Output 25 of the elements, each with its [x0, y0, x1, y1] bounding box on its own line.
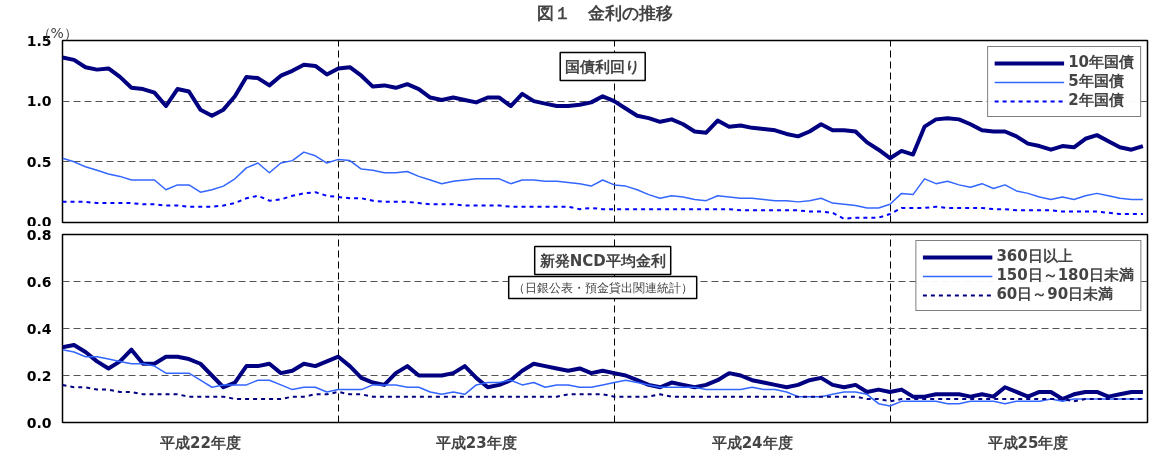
y-tick-label: 0.6 — [26, 273, 52, 290]
x-tick-label: 平成22年度 — [158, 433, 241, 452]
legend-label: 10年国債 — [1068, 53, 1134, 72]
y-tick-label: 0.5 — [26, 153, 52, 170]
line-series — [62, 342, 1145, 401]
y-tick-label: 0.4 — [26, 320, 52, 337]
legend-label: 2年国債 — [1068, 91, 1124, 110]
legend-label: 360日以上 — [996, 247, 1073, 266]
legend-label: 150日～180日未満 — [996, 266, 1134, 285]
legend-label: 60日～90日未満 — [996, 285, 1114, 304]
line-series — [62, 151, 1144, 209]
y-tick-label: 1.0 — [26, 93, 52, 110]
line-series — [62, 191, 1144, 220]
x-tick-label: 平成24年度 — [710, 433, 793, 452]
line-series — [62, 55, 1145, 161]
x-tick-label: 平成23年度 — [434, 433, 517, 452]
annotation: （日銀公表・預金貸出関連統計） — [512, 280, 693, 295]
x-tick-label: 平成25年度 — [986, 433, 1069, 452]
y-tick-label: 0.0 — [26, 414, 52, 431]
legend-label: 5年国債 — [1068, 72, 1124, 91]
chart-title: 図１ 金利の推移 — [537, 2, 673, 23]
text: 新発NCD平均金利 — [538, 251, 666, 270]
y-tick-label: 0.2 — [26, 367, 52, 384]
line-series — [62, 348, 1144, 407]
text: 国債利回り — [565, 57, 641, 76]
